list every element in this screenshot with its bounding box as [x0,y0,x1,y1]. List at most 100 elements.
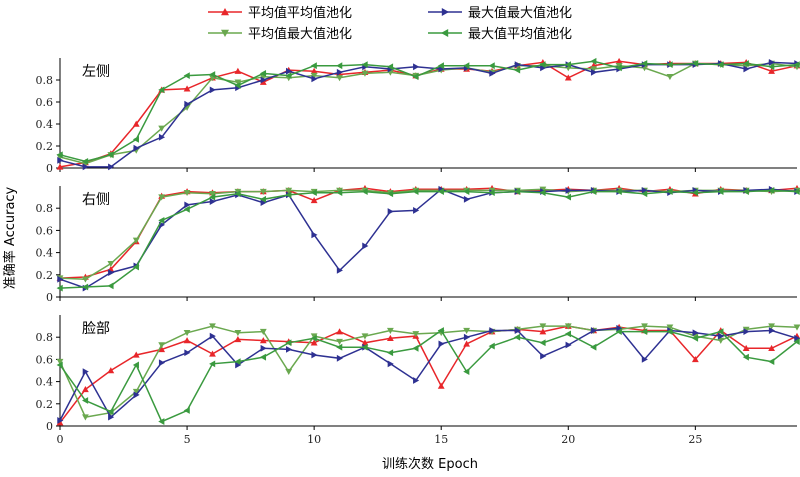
data-point [209,332,216,340]
data-point [260,199,267,207]
data-point [540,64,547,72]
data-point [132,351,140,358]
data-point [56,358,64,366]
series [57,185,800,292]
data-point [691,189,699,197]
data-point [615,188,622,195]
data-point [82,158,89,165]
data-point [336,62,343,70]
data-point [793,338,800,346]
data-point [437,327,444,334]
data-point [286,67,293,75]
data-point [336,354,343,362]
data-point [488,62,495,70]
data-point [717,188,724,195]
data-point [259,188,267,195]
data-point [285,191,292,199]
y-tick-label: 0.2 [36,398,54,411]
data-point [743,328,750,336]
y-tick-label: 0.6 [36,224,54,237]
data-point [641,60,648,67]
data-point [234,336,242,343]
legend-marker [221,8,229,16]
data-point [514,61,521,68]
data-point [666,73,674,81]
y-tick-label: 0.2 [36,140,54,153]
y-tick-label: 0 [46,291,53,304]
data-point [56,163,64,170]
data-point [641,323,648,330]
data-point [590,327,598,334]
data-point [463,62,470,70]
legend-label: 最大值平均值池化 [468,26,572,42]
data-point [183,407,190,414]
data-point [489,70,496,77]
y-tick-label: 0.2 [36,269,54,282]
data-point [463,368,470,376]
data-point [438,340,445,348]
data-point [56,361,63,369]
data-point [82,283,89,291]
data-point [666,61,673,68]
data-point [717,61,724,68]
data-point [438,65,445,73]
data-point [260,76,267,84]
data-point [386,190,394,198]
data-point [387,208,394,215]
data-point [386,63,394,71]
data-point [57,156,64,164]
x-tick-label: 10 [307,433,321,446]
data-point [132,263,139,271]
legend-marker [441,8,449,16]
data-point [641,356,648,363]
series [57,59,800,171]
data-point [234,79,242,86]
series [56,186,800,283]
data-point [209,191,216,198]
data-point [158,217,165,224]
chart-panels: 0 0.2 0.4 0.6 0.8 左侧 0 0.2 0.4 0.6 0.8 右侧 0 0.2 0.4 0.6… [36,57,800,446]
series-line [59,327,798,421]
data-point [285,368,293,376]
data-point [108,269,115,276]
data-point [463,188,470,195]
data-point [437,188,444,195]
data-point [768,67,775,74]
y-tick-label: 0 [46,420,53,433]
chart-panel: 0 0.2 0.4 0.6 0.8 右侧 [36,184,800,304]
data-point [108,413,115,421]
data-point [310,197,318,204]
data-point [107,282,114,290]
data-point [564,323,572,330]
data-point [437,382,445,389]
data-point [386,334,394,342]
data-point [158,133,166,141]
data-point [718,332,725,340]
data-point [82,397,89,404]
legend-entry: 最大值最大值池化 [428,5,572,21]
y-tick-label: 0.4 [36,247,54,260]
data-point [615,328,622,336]
data-point [82,276,89,283]
data-point [768,63,775,71]
legend-marker [221,29,229,37]
y-axis-title: 准确率 Accuracy [2,186,18,289]
data-point [311,231,318,239]
data-point [768,344,775,352]
data-point [794,334,800,342]
data-point [311,75,318,83]
series [56,60,800,167]
data-point [539,339,546,347]
data-point [285,187,293,194]
data-point [412,344,419,352]
data-point [768,327,775,334]
data-point [310,67,318,74]
data-point [184,201,191,209]
y-tick-label: 0.8 [36,202,54,215]
data-point [158,125,166,132]
data-point [183,189,191,197]
series-line [59,329,798,423]
data-point [132,120,140,127]
data-point [717,328,724,336]
